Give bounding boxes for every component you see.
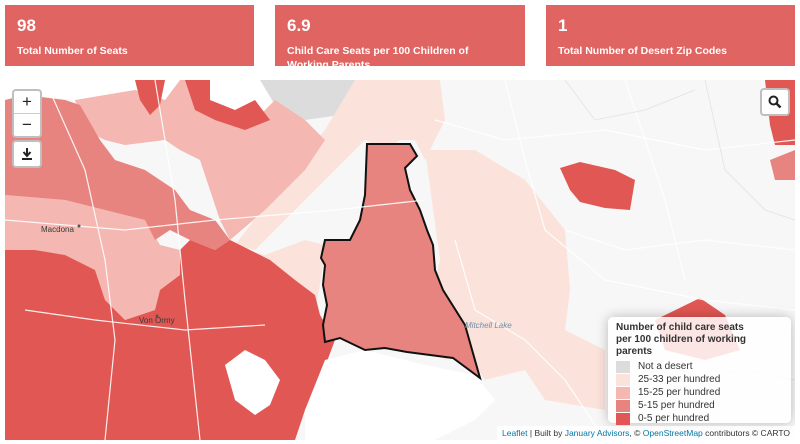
legend-swatch xyxy=(616,399,630,412)
street xyxy=(564,229,795,251)
zone-15-25[interactable] xyxy=(5,195,180,320)
map-blank-area xyxy=(225,350,280,415)
stat-card-seats-per-100: 6.9 Child Care Seats per 100 Children of… xyxy=(275,5,525,71)
download-icon xyxy=(22,148,32,160)
map-legend: Number of child care seats per 100 child… xyxy=(608,317,791,425)
stat-value: 98 xyxy=(17,16,36,35)
attribution-text: | Built by xyxy=(527,428,565,438)
street xyxy=(564,80,696,121)
street xyxy=(704,80,795,221)
place-marker xyxy=(155,314,159,318)
street xyxy=(504,80,795,311)
street xyxy=(154,80,201,440)
search-icon xyxy=(768,95,782,109)
place-label-mitchell-lake: Mitchell Lake xyxy=(465,321,512,330)
zone-5-15[interactable] xyxy=(5,95,230,250)
street xyxy=(454,239,606,440)
stat-value: 6.9 xyxy=(287,16,311,35)
search-button[interactable] xyxy=(760,88,790,116)
legend-item-25-33: 25-33 per hundred xyxy=(616,373,783,386)
place-marker xyxy=(77,224,81,228)
zone-25-33[interactable] xyxy=(235,80,445,250)
attribution-text: , © xyxy=(629,428,643,438)
legend-label: 15-25 per hundred xyxy=(638,387,721,398)
legend-title: Number of child care seats per 100 child… xyxy=(616,322,783,358)
legend-swatch xyxy=(616,373,630,386)
zone-0-5[interactable] xyxy=(185,80,270,130)
street xyxy=(44,80,116,440)
place-label-von-ormy: Von Ormy xyxy=(139,316,175,325)
zone-0-5[interactable] xyxy=(560,162,635,210)
stat-card-desert-zip-codes: 1 Total Number of Desert Zip Codes xyxy=(546,5,795,66)
legend-item-5-15: 5-15 per hundred xyxy=(616,399,783,412)
map-attribution: Leaflet | Built by January Advisors, © O… xyxy=(496,426,795,440)
legend-label: Not a desert xyxy=(638,361,693,372)
place-label-macdona: Macdona xyxy=(41,225,74,234)
zoom-control: + − xyxy=(12,89,42,138)
download-button[interactable] xyxy=(12,140,42,168)
stat-label: Total Number of Seats xyxy=(17,45,128,57)
stat-card-total-seats: 98 Total Number of Seats xyxy=(5,5,254,66)
legend-swatch xyxy=(616,360,630,373)
zone-5-15[interactable] xyxy=(770,150,795,180)
zoom-in-button[interactable]: + xyxy=(22,92,32,111)
legend-swatch xyxy=(616,412,630,425)
street-network xyxy=(5,80,795,440)
legend-item-not-desert: Not a desert xyxy=(616,360,783,373)
street xyxy=(624,80,686,281)
leaflet-link[interactable]: Leaflet xyxy=(501,428,528,438)
map-canvas[interactable]: Macdona Von Ormy Mitchell Lake xyxy=(5,80,795,440)
choropleth-map[interactable]: Macdona Von Ormy Mitchell Lake + − Numbe… xyxy=(5,80,795,440)
legend-label: 5-15 per hundred xyxy=(638,400,715,411)
openstreetmap-link[interactable]: OpenStreetMap xyxy=(642,428,703,438)
street xyxy=(434,119,795,151)
legend-item-0-5: 0-5 per hundred xyxy=(616,412,783,425)
stat-label: Child Care Seats per 100 Children of Wor… xyxy=(287,45,469,71)
january-advisors-link[interactable]: January Advisors xyxy=(564,428,630,438)
legend-title-line: per 100 children of working parents xyxy=(616,334,747,357)
zoom-out-button[interactable]: − xyxy=(14,113,40,136)
stat-value: 1 xyxy=(558,16,568,35)
attribution-text: contributors © CARTO xyxy=(702,428,790,438)
legend-item-15-25: 15-25 per hundred xyxy=(616,386,783,399)
map-blank-area xyxy=(305,350,495,440)
legend-title-line: Number of child care seats xyxy=(616,322,744,333)
street xyxy=(5,199,426,231)
legend-label: 25-33 per hundred xyxy=(638,374,721,385)
stat-label: Total Number of Desert Zip Codes xyxy=(558,45,727,57)
zone-0-5[interactable] xyxy=(135,80,165,115)
legend-swatch xyxy=(616,386,630,399)
highlighted-zip-area[interactable] xyxy=(319,143,482,381)
street xyxy=(24,309,266,331)
legend-label: 0-5 per hundred xyxy=(638,413,710,424)
